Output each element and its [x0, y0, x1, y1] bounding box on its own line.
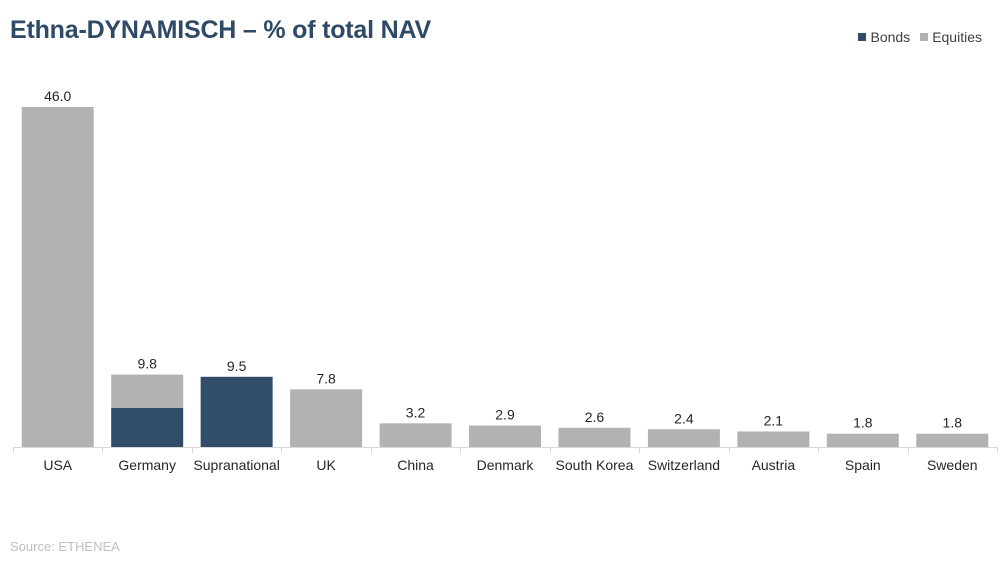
- chart-legend: Bonds Equities: [858, 29, 982, 45]
- bar-equities-germany: [111, 374, 184, 408]
- data-label-south-korea: 2.6: [585, 409, 605, 425]
- chart-title: Ethna-DYNAMISCH – % of total NAV: [10, 16, 431, 44]
- category-label-austria: Austria: [752, 457, 796, 473]
- data-label-usa: 46.0: [44, 88, 71, 104]
- category-label-south-korea: South Korea: [556, 457, 634, 473]
- category-label-switzerland: Switzerland: [648, 457, 720, 473]
- legend-item-bonds: Bonds: [858, 29, 910, 45]
- bar-bonds-supranational: [200, 376, 273, 447]
- data-label-china: 3.2: [406, 404, 426, 420]
- bar-equities-spain: [826, 433, 899, 447]
- category-label-germany: Germany: [118, 457, 176, 473]
- bar-equities-switzerland: [647, 429, 720, 447]
- source-note: Source: ETHENEA: [10, 539, 120, 554]
- data-label-germany: 9.8: [137, 356, 157, 372]
- legend-label-equities: Equities: [932, 29, 982, 45]
- bar-equities-sweden: [916, 433, 989, 447]
- data-label-denmark: 2.9: [495, 407, 515, 423]
- category-label-uk: UK: [316, 457, 336, 473]
- data-label-uk: 7.8: [316, 370, 336, 386]
- category-label-china: China: [397, 457, 434, 473]
- data-label-supranational: 9.5: [227, 358, 247, 374]
- data-label-sweden: 1.8: [943, 415, 963, 431]
- category-label-usa: USA: [43, 457, 72, 473]
- category-label-sweden: Sweden: [927, 457, 978, 473]
- bar-equities-denmark: [469, 425, 541, 447]
- bar-equities-south-korea: [558, 427, 631, 447]
- data-label-austria: 2.1: [764, 412, 784, 428]
- category-label-spain: Spain: [845, 457, 881, 473]
- category-label-supranational: Supranational: [193, 457, 279, 473]
- data-label-spain: 1.8: [853, 415, 873, 431]
- bar-bonds-germany: [111, 407, 184, 447]
- legend-swatch-equities: [920, 33, 929, 41]
- bar-equities-uk: [290, 389, 363, 447]
- bar-equities-austria: [737, 431, 810, 447]
- category-label-denmark: Denmark: [477, 457, 535, 473]
- legend-label-bonds: Bonds: [870, 29, 911, 45]
- legend-item-equities: Equities: [920, 29, 982, 45]
- legend-swatch-bonds: [858, 33, 867, 41]
- bar-equities-usa: [21, 107, 94, 447]
- data-label-switzerland: 2.4: [674, 410, 694, 426]
- bar-equities-china: [379, 423, 452, 447]
